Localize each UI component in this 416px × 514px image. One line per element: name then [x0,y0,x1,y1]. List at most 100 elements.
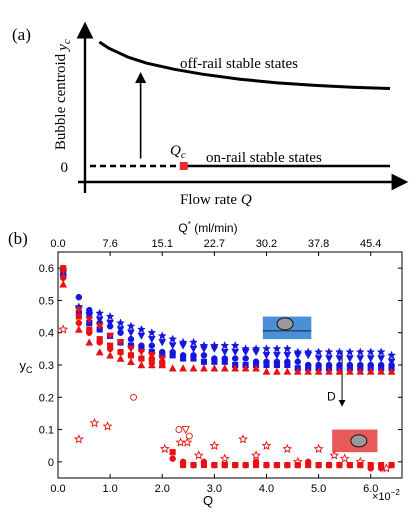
point-triangle-down [325,355,333,363]
point-square [263,361,270,369]
point-triangle-up [127,357,135,366]
top-x-tick-label: 45.4 [360,238,381,250]
point-triangle-down [181,426,190,435]
point-triangle-down [137,332,146,340]
point-triangle-up [314,367,323,375]
x-axis-multiplier: ×10−2 [372,488,400,503]
point-triangle-down [137,348,146,357]
point-square [336,462,343,469]
point-star [89,417,100,428]
annotation-label: D [327,390,336,404]
point-triangle-up [262,367,271,375]
inset-off-rail-bubble [276,317,294,331]
point-star [182,437,193,447]
point-star [147,328,157,337]
point-star [102,421,113,431]
point-star [324,347,334,356]
point-square [284,462,291,469]
point-star [193,450,204,460]
y-tick-label: 0 [48,457,54,469]
point-circle [294,358,302,366]
point-triangle-down [106,332,115,340]
point-triangle-down [231,348,240,357]
point-triangle-down [158,339,167,347]
point-triangle-up [59,280,68,288]
point-star [159,443,170,454]
point-triangle-up [293,367,302,375]
point-square [273,361,280,369]
x-tick-label: 4.0 [259,483,274,495]
point-triangle-down [293,352,302,360]
panel-a-y-zero: 0 [61,160,69,176]
y-tick-label: 0.2 [39,392,54,404]
panel-b-axes: 0.0 1.0 2.0 3.0 4.0 5.0 6.0 0.0 7.6 15.1 22.7 30.2 3… [39,238,403,495]
point-triangle-up [74,325,83,333]
point-triangle-up [116,354,125,362]
point-star [58,324,69,334]
panel-b-scatter: (b) Q* (ml/min) 0.0 1.0 2.0 3.0 4.0 5.0 6.00.0… [8,220,403,508]
y-tick-label: 0.3 [39,360,54,372]
point-triangle-up [387,367,396,375]
point-triangle-down [74,306,83,315]
x-tick-label: 3.0 [207,483,222,495]
point-circle [185,432,193,440]
top-x-tick-label: 37.8 [308,238,329,250]
x-tick-label: 2.0 [155,483,170,495]
point-square [127,352,135,359]
point-square [159,361,166,369]
point-star [261,440,272,450]
point-triangle-down [210,345,219,353]
point-triangle-up [345,367,354,375]
panel-a-x-axis-label: Flow rate Q [180,192,252,208]
panel-a-label: (a) [12,25,31,44]
point-star [314,347,324,356]
point-circle [117,329,124,336]
point-star [381,463,392,473]
x-tick-label: 0.0 [50,483,65,495]
point-star [292,456,303,467]
point-square [315,462,322,469]
point-triangle-down [283,352,292,360]
point-star [73,434,84,444]
panel-b-points [58,265,397,473]
point-triangle-up [304,367,313,375]
panel-b-insets: D [262,316,378,453]
point-star [335,347,344,356]
point-triangle-up [252,364,260,372]
point-square [75,313,82,320]
y-tick-label: 0.4 [39,328,54,340]
point-triangle-down [314,355,323,363]
point-triangle-down [200,345,208,353]
point-star [220,340,230,350]
y-tick-label: 0.6 [39,263,54,275]
point-square [138,355,145,362]
point-circle [175,426,183,434]
point-square [388,462,395,469]
point-triangle-up [189,364,198,372]
point-square [200,462,207,469]
point-square [273,462,280,469]
point-star [329,450,340,460]
point-star [157,331,167,340]
point-circle [242,355,249,362]
panel-a-curve-3 [98,40,391,90]
point-star [355,456,366,467]
point-triangle-up [241,364,250,372]
point-square [180,355,187,362]
point-star [355,347,365,356]
point-square [325,462,333,469]
critical-point-marker [179,162,188,170]
point-triangle-up [137,360,146,369]
point-star [272,344,282,353]
point-square [148,358,155,365]
point-star [251,450,261,460]
y-tick-label: 0.5 [39,295,54,307]
point-star [168,334,178,343]
on-rail-label: on-rail stable states [206,150,322,166]
point-circle [127,335,135,343]
point-triangle-up [272,367,281,375]
panel-a-schematic: (a) Bubble centroid yc 0 Flow rate Q off… [12,21,409,208]
point-square [86,326,93,333]
point-triangle-down [127,345,135,353]
point-circle [200,352,208,359]
